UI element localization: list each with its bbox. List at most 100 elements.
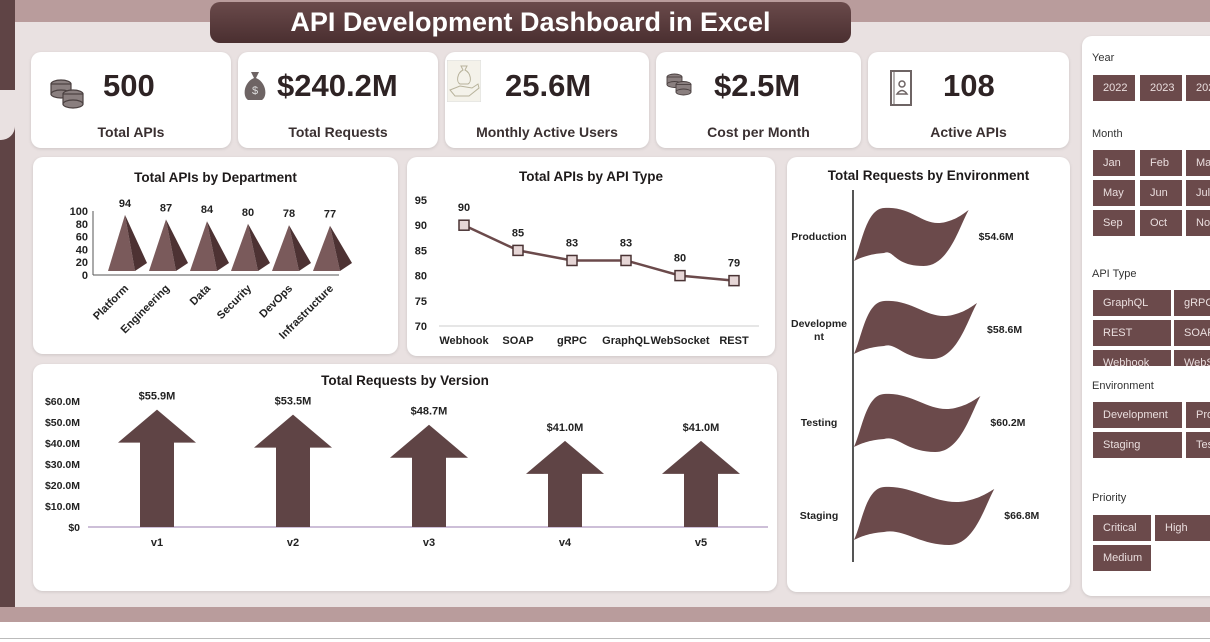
kpi-value: 500 xyxy=(103,68,155,103)
chart-requests-by-environment: Total Requests by Environment $54.6M Prod… xyxy=(787,157,1070,592)
slicer-env-production[interactable]: Production xyxy=(1186,402,1210,428)
slicer-priority-high[interactable]: High xyxy=(1155,515,1210,541)
slicer-year-label: Year xyxy=(1092,52,1115,64)
flag-bar xyxy=(854,393,981,452)
slicer-priority-medium[interactable]: Medium xyxy=(1093,545,1151,571)
kpi-label: Total Requests xyxy=(288,124,388,140)
pyramid-bar-side xyxy=(207,221,229,271)
arrow-bar xyxy=(526,440,604,527)
data-label: 80 xyxy=(674,253,686,265)
slicer-api-type-label: API Type xyxy=(1092,268,1137,280)
y-tick-label: 75 xyxy=(415,296,427,308)
category-label: Production xyxy=(791,231,846,243)
svg-text:$: $ xyxy=(252,85,258,97)
slicer-api-grpc[interactable]: gRPC xyxy=(1174,290,1210,316)
slicer-month-may[interactable]: May xyxy=(1093,180,1135,206)
bottom-band xyxy=(0,607,1210,622)
y-tick-label: 95 xyxy=(415,195,427,207)
kpi-total-apis: 500 Total APIs xyxy=(31,52,231,148)
slicer-month-label: Month xyxy=(1092,128,1123,140)
slicer-env-testing[interactable]: Testing xyxy=(1186,432,1210,458)
divider xyxy=(0,638,1210,639)
data-label: $53.5M xyxy=(275,396,312,408)
data-label: 94 xyxy=(119,198,132,210)
slicer-year-2024[interactable]: 2024 xyxy=(1186,75,1210,101)
slicer-api-rest[interactable]: REST xyxy=(1093,320,1171,346)
y-tick-label: $30.0M xyxy=(45,459,80,471)
kpi-value: $240.2M xyxy=(277,68,398,103)
category-label: Data xyxy=(188,282,214,308)
arrow-bar xyxy=(118,409,196,527)
data-label: $41.0M xyxy=(683,422,720,434)
pyramid-bar-front xyxy=(272,225,299,271)
slicer-env-development[interactable]: Development xyxy=(1093,402,1182,428)
y-tick-label: $0 xyxy=(68,522,80,534)
chart-title: Total Requests by Environment xyxy=(827,168,1030,183)
pyramid-bar-front xyxy=(108,214,135,271)
version-chart-svg: $0 $10.0M $20.0M $30.0M $40.0M $50.0M $60.0M $5… xyxy=(45,391,768,549)
slicer-panel: Year 2022 2023 2024 Month Jan Feb Mar Ma… xyxy=(1082,36,1210,596)
arrow-bar xyxy=(662,440,740,527)
contact-book-icon xyxy=(890,70,912,106)
y-tick-label: $10.0M xyxy=(45,501,80,513)
y-tick-label: 40 xyxy=(76,244,88,256)
data-label: $54.6M xyxy=(979,231,1014,243)
kpi-label: Total APIs xyxy=(97,124,165,140)
category-label: Testing xyxy=(801,417,838,429)
chart-apis-by-type: Total APIs by API Type 70 75 80 85 90 95 90 Web… xyxy=(407,157,775,356)
slicer-month-jun[interactable]: Jun xyxy=(1140,180,1182,206)
data-label: 80 xyxy=(242,207,254,219)
category-label: Staging xyxy=(800,510,839,522)
slicer-month-oct[interactable]: Oct xyxy=(1140,210,1182,236)
slicer-api-webhook[interactable]: Webhook xyxy=(1093,350,1171,366)
slicer-month-jan[interactable]: Jan xyxy=(1093,150,1135,176)
chart-apis-by-department: Total APIs by Department 0 20 40 60 80 100 94 P… xyxy=(33,157,398,354)
chart-title: Total APIs by API Type xyxy=(518,169,664,184)
slicer-priority-critical[interactable]: Critical xyxy=(1093,515,1151,541)
pyramid-bar-front xyxy=(149,219,176,271)
slicer-priority-label: Priority xyxy=(1092,492,1127,504)
data-label: $60.2M xyxy=(990,417,1025,429)
data-point xyxy=(566,254,578,267)
api-type-chart-svg: 70 75 80 85 90 95 90 Webhook 85 SOAP 83 gRPC 83 Graph… xyxy=(415,195,759,347)
slicer-environment-label: Environment xyxy=(1092,380,1154,392)
data-label: 83 xyxy=(566,237,578,249)
category-label: SOAP xyxy=(502,335,533,347)
kpi-total-requests: $ $240.2M Total Requests xyxy=(238,52,438,148)
slicer-month-nov[interactable]: Nov xyxy=(1186,210,1210,236)
y-tick-label: 100 xyxy=(70,206,88,218)
category-label: v3 xyxy=(423,537,435,549)
flag-bar xyxy=(854,300,978,359)
data-label: 78 xyxy=(283,208,295,220)
data-point xyxy=(458,219,470,231)
kpi-value: $2.5M xyxy=(714,68,801,103)
slicer-env-staging[interactable]: Staging xyxy=(1093,432,1182,458)
pyramid-bar-side xyxy=(166,219,188,271)
slicer-month-mar[interactable]: Mar xyxy=(1186,150,1210,176)
api-type-scroll-area: GraphQL gRPC REST SOAP Webhook WebSocket xyxy=(1082,290,1210,366)
slicer-month-jul[interactable]: Jul xyxy=(1186,180,1210,206)
data-label: 87 xyxy=(160,202,172,214)
kpi-label: Cost per Month xyxy=(707,124,810,140)
slicer-month-sep[interactable]: Sep xyxy=(1093,210,1135,236)
category-label: DevOps xyxy=(257,283,295,321)
money-bag-icon: $ xyxy=(244,72,266,100)
y-tick-label: 20 xyxy=(76,257,88,269)
slicer-api-graphql[interactable]: GraphQL xyxy=(1093,290,1171,316)
category-label: Developme xyxy=(791,318,847,330)
data-point xyxy=(620,254,632,267)
category-label: nt xyxy=(814,331,824,343)
kpi-label: Monthly Active Users xyxy=(476,124,618,140)
left-strip xyxy=(0,0,15,622)
slicer-year-2022[interactable]: 2022 xyxy=(1093,75,1135,101)
slicer-month-feb[interactable]: Feb xyxy=(1140,150,1182,176)
category-label: gRPC xyxy=(557,335,587,347)
slicer-api-websocket[interactable]: WebSocket xyxy=(1174,350,1210,366)
slicer-api-soap[interactable]: SOAP xyxy=(1174,320,1210,346)
arrow-bar xyxy=(254,414,332,527)
y-tick-label: 0 xyxy=(82,270,88,282)
slicer-year-2023[interactable]: 2023 xyxy=(1140,75,1182,101)
data-point xyxy=(728,274,740,287)
coins-icon xyxy=(666,73,692,96)
category-label: v4 xyxy=(559,537,572,549)
